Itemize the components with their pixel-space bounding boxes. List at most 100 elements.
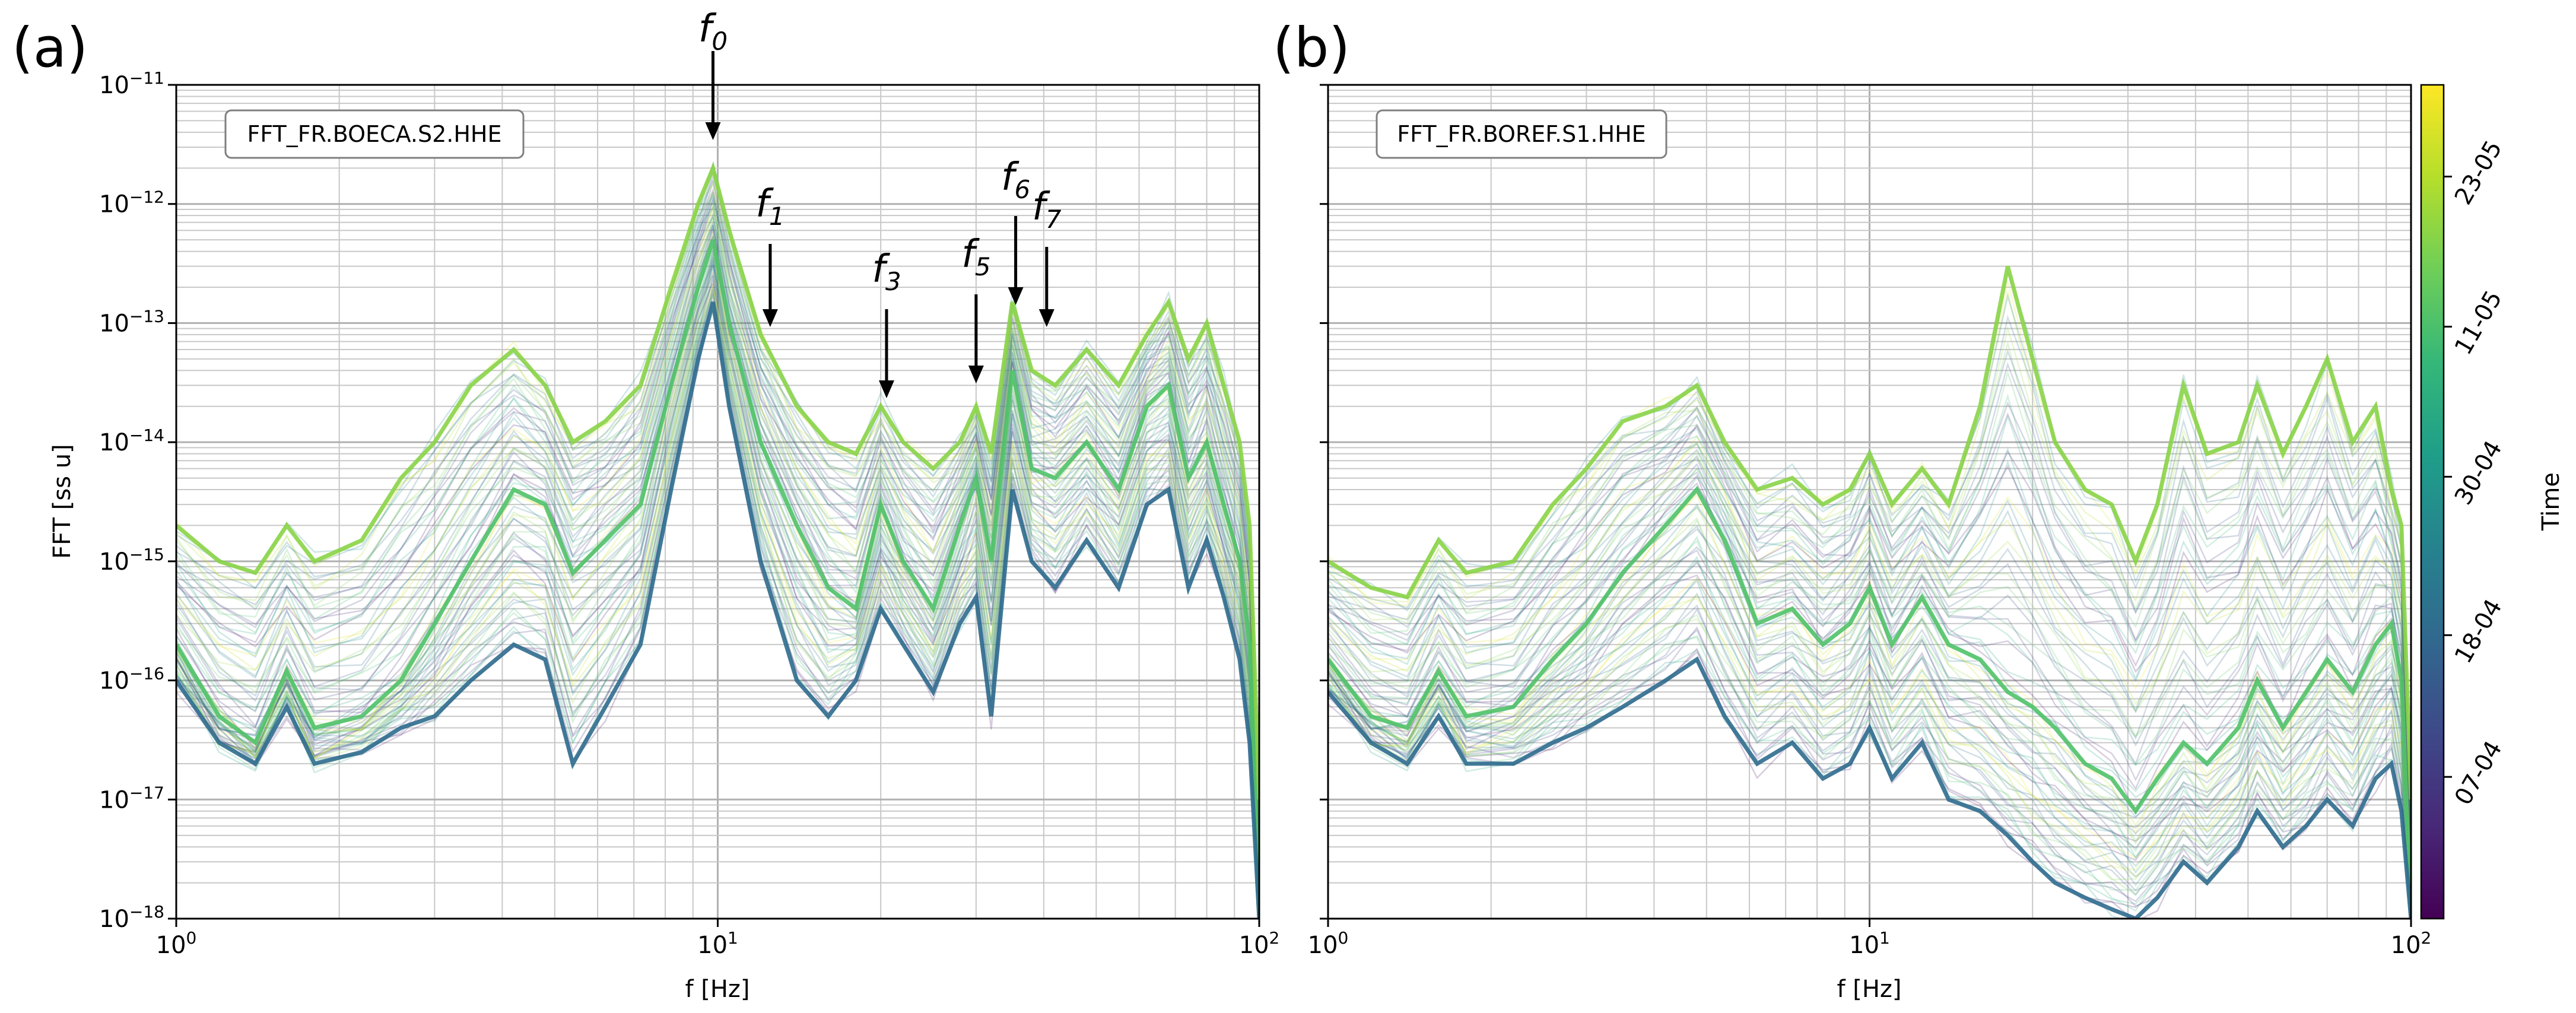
y-tick-label: 10−17 [99, 783, 164, 814]
spectrum-curve [1328, 455, 2411, 875]
panel-a: (a) 100 101 102 10−1810−1710−1610−1510−141… [12, 7, 1279, 1003]
spectrum-curve [1328, 614, 2411, 907]
spectrum-curve [1328, 442, 2411, 856]
annotation-f7: f7 [1032, 185, 1062, 327]
spectrum-curve [176, 309, 1259, 919]
spectrum-curve [1328, 450, 2411, 884]
spectrum-curve [1328, 471, 2411, 893]
panel-a-x-axis-label: f [Hz] [685, 976, 749, 1003]
spectrum-curve [1328, 428, 2411, 839]
y-tick-label: 10−11 [99, 68, 164, 99]
x-tick-label: 102 [1239, 928, 1280, 959]
annotation-label: f3 [872, 247, 901, 296]
spectrum-curve [176, 284, 1259, 919]
panel-b-x-axis-label: f [Hz] [1837, 976, 1901, 1003]
spectrum-curve [176, 294, 1259, 918]
spectrum-series-2 [1328, 265, 2411, 800]
spectrum-curve [176, 216, 1259, 884]
spectrum-curve [1328, 456, 2411, 890]
annotation-arrow-head [1038, 309, 1054, 327]
spectrum-curve [176, 283, 1259, 919]
colorbar-tick-label: 11-05 [2450, 286, 2508, 360]
spectrum-curve [1328, 539, 2411, 919]
panel-a-label: (a) [12, 16, 88, 80]
spectrum-curve [1328, 528, 2411, 919]
spectrum-curve [176, 231, 1259, 903]
spectrum-curve [1328, 503, 2411, 915]
spectrum-curve [176, 193, 1259, 841]
spectrum-curve [1328, 649, 2411, 913]
annotation-arrow-head [1008, 287, 1024, 305]
spectrum-curve [176, 256, 1259, 918]
spectrum-curve [176, 261, 1259, 908]
y-tick-label: 10−15 [99, 545, 164, 576]
spectrum-curve [1328, 443, 2411, 856]
panel-b-label: (b) [1273, 16, 1350, 80]
spectrum-curve [176, 223, 1259, 897]
spectrum-curve [176, 180, 1259, 828]
spectrum-curve [176, 187, 1259, 834]
spectrum-curve [176, 198, 1259, 858]
spectrum-series-1 [176, 301, 1259, 919]
spectrum-curve [1328, 467, 2411, 900]
spectrum-curve [176, 260, 1259, 919]
spectrum-curve [1328, 348, 2411, 820]
spectrum-curve [1328, 468, 2411, 901]
spectrum-curve [1328, 577, 2411, 912]
x-tick-label: 100 [156, 928, 197, 959]
spectrum-curve [1328, 482, 2411, 909]
y-tick-label: 10−12 [99, 188, 164, 218]
annotation-f0: f0 [698, 7, 728, 140]
spectrum-curve [1328, 634, 2411, 918]
spectrum-curve [176, 241, 1259, 919]
spectrum-curve [176, 289, 1259, 918]
panel-b-station-box: FFT_FR.BOREF.S1.HHE [1376, 109, 1667, 159]
spectrum-curve [176, 210, 1259, 874]
spectrum-curve [1328, 628, 2411, 919]
spectrum-curve [1328, 449, 2411, 865]
colorbar-tick-label: 18-04 [2450, 595, 2508, 668]
spectrum-curve [1328, 476, 2411, 909]
y-tick-label: 10−13 [99, 306, 164, 337]
spectrum-curve [1328, 626, 2411, 919]
spectrum-curve [1328, 463, 2411, 887]
spectrum-curve [176, 275, 1259, 906]
spectrum-curve [1328, 608, 2411, 919]
spectrum-series-0 [176, 239, 1259, 919]
spectrum-curve [176, 203, 1259, 863]
spectrum-curve [1328, 423, 2411, 857]
spectrum-curve [176, 287, 1259, 910]
spectrum-curve [1328, 458, 2411, 875]
spectrum-curve [176, 252, 1259, 919]
annotation-f5: f5 [961, 233, 991, 383]
spectrum-curve [176, 204, 1259, 868]
panel-b-station-label: FFT_FR.BOREF.S1.HHE [1397, 121, 1646, 147]
spectrum-curve [176, 263, 1259, 919]
spectrum-curve [1328, 562, 2411, 918]
spectrum-curve [176, 221, 1259, 888]
panel-b-x-ticks: 100 101 102 [1308, 919, 2431, 959]
spectrum-curve [176, 193, 1259, 841]
colorbar-gradient [2420, 84, 2445, 920]
annotation-f1: f1 [755, 182, 785, 327]
spectrum-curve [1328, 560, 2411, 919]
spectrum-curve [176, 271, 1259, 919]
spectrum-curve [1328, 494, 2411, 913]
spectrum-curve [1328, 604, 2411, 919]
spectrum-curve [176, 302, 1259, 919]
spectrum-curve [176, 290, 1259, 919]
spectrum-curve [176, 172, 1259, 816]
spectrum-curve [1328, 370, 2411, 831]
spectrum-curve [1328, 315, 2411, 825]
spectrum-curve [176, 212, 1259, 881]
spectrum-curve [1328, 592, 2411, 919]
spectrum-curve [176, 265, 1259, 914]
annotation-label: f7 [1032, 185, 1062, 234]
y-tick-label: 10−14 [99, 425, 164, 456]
spectrum-curve [1328, 491, 2411, 919]
spectrum-curve [176, 192, 1259, 844]
colorbar-tick-label: 30-04 [2450, 436, 2508, 510]
spectrum-curve [176, 182, 1259, 825]
spectrum-curve [176, 258, 1259, 913]
